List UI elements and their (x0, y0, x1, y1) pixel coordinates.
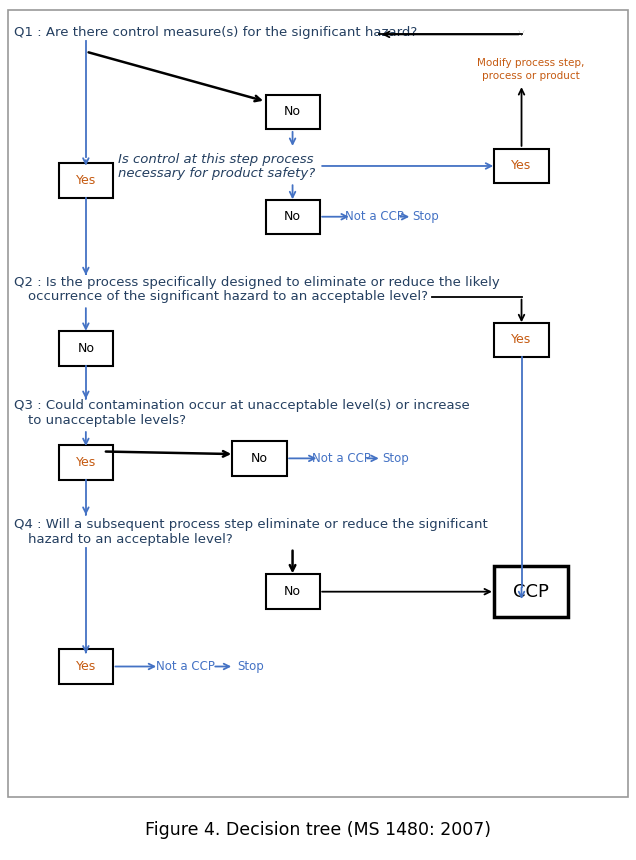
Text: Yes: Yes (76, 456, 96, 470)
Bar (495, 149, 548, 183)
Text: occurrence of the significant hazard to an acceptable level?: occurrence of the significant hazard to … (28, 290, 428, 304)
Text: Yes: Yes (76, 174, 96, 187)
Bar (495, 322, 548, 357)
Text: Yes: Yes (76, 660, 96, 673)
Text: Q2 : Is the process specifically designed to eliminate or reduce the likely: Q2 : Is the process specifically designe… (14, 275, 500, 289)
Text: No: No (284, 210, 301, 224)
Text: Figure 4. Decision tree (MS 1480: 2007): Figure 4. Decision tree (MS 1480: 2007) (145, 821, 491, 838)
Bar (495, 566, 568, 617)
Text: hazard to an acceptable level?: hazard to an acceptable level? (28, 532, 233, 546)
Text: No: No (284, 585, 301, 599)
Text: Q4 : Will a subsequent process step eliminate or reduce the significant: Q4 : Will a subsequent process step elim… (14, 518, 488, 531)
Text: Stop: Stop (237, 660, 264, 673)
Bar (59, 445, 113, 480)
Text: Stop: Stop (382, 452, 409, 465)
Text: CCP: CCP (513, 583, 549, 600)
Text: process or product: process or product (482, 71, 580, 81)
Text: to unacceptable levels?: to unacceptable levels? (28, 414, 186, 427)
Text: Stop: Stop (413, 210, 439, 224)
Text: Q3 : Could contamination occur at unacceptable level(s) or increase: Q3 : Could contamination occur at unacce… (14, 399, 470, 413)
Text: Q1 : Are there control measure(s) for the significant hazard?: Q1 : Are there control measure(s) for th… (14, 26, 417, 40)
Text: Is control at this step process: Is control at this step process (118, 152, 314, 166)
Bar (233, 441, 287, 476)
Text: No: No (284, 105, 301, 119)
Text: No: No (78, 341, 94, 355)
Bar (59, 331, 113, 366)
Text: Modify process step,: Modify process step, (478, 58, 584, 68)
Text: No: No (251, 452, 268, 465)
Bar (59, 163, 113, 198)
Bar (59, 649, 113, 684)
Text: Yes: Yes (511, 333, 532, 347)
Text: Not a CCP: Not a CCP (345, 210, 403, 224)
Bar (266, 574, 320, 609)
Bar (266, 95, 320, 129)
Text: Not a CCP: Not a CCP (156, 660, 215, 673)
Text: Not a CCP: Not a CCP (312, 452, 371, 465)
Text: Yes: Yes (511, 159, 532, 173)
Text: necessary for product safety?: necessary for product safety? (118, 167, 315, 181)
Bar (266, 200, 320, 234)
